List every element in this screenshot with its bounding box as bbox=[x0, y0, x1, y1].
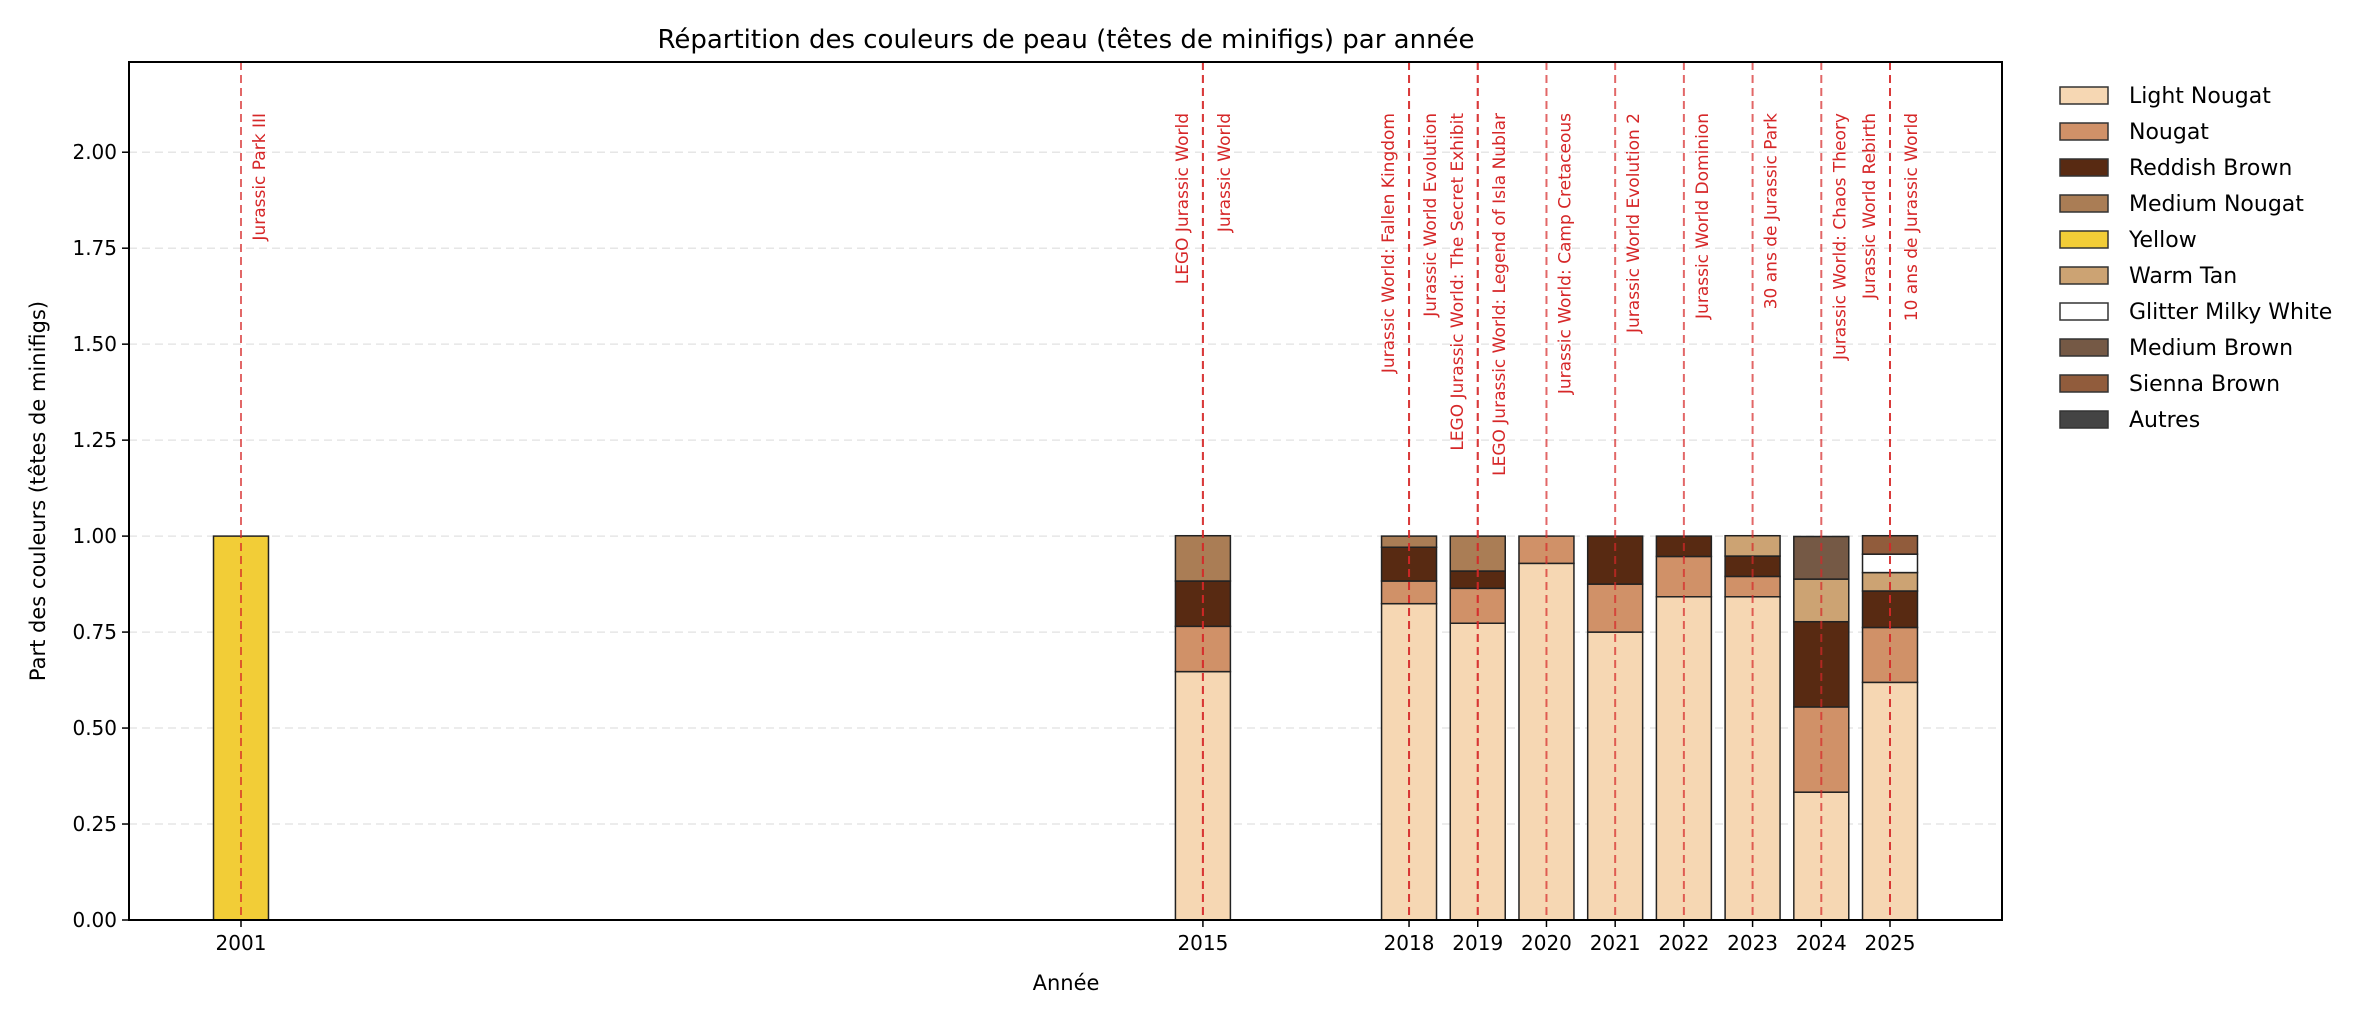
legend-label: Warm Tan bbox=[2129, 264, 2237, 289]
x-tick-label: 2019 bbox=[1452, 931, 1503, 955]
axes: 0.00 0.25 0.50 0.75 1.00 1.25 1.50 1.75 2.00 2001… bbox=[72, 61, 2003, 955]
legend-swatch bbox=[2059, 266, 2109, 285]
annotation-label: LEGO Jurassic World bbox=[1173, 113, 1193, 284]
annotation-label: Jurassic World: Fallen Kingdom bbox=[1379, 113, 1399, 374]
annotation-label: Jurassic World: Chaos Theory bbox=[1830, 113, 1850, 361]
legend-label: Nougat bbox=[2129, 120, 2209, 145]
x-tick-label: 2022 bbox=[1658, 931, 1709, 955]
annotation-label: Jurassic World Evolution 2 bbox=[1624, 113, 1644, 334]
plot-frame bbox=[128, 61, 2003, 921]
grid bbox=[129, 151, 2002, 921]
legend-swatch bbox=[2059, 338, 2109, 357]
legend-swatch bbox=[2059, 302, 2109, 321]
y-tick-label: 1.00 bbox=[72, 524, 117, 548]
legend: Light Nougat Nougat Reddish Brown Medium No… bbox=[2059, 84, 2332, 433]
legend-swatch bbox=[2059, 86, 2109, 105]
legend-swatch bbox=[2059, 230, 2109, 249]
legend-swatch bbox=[2059, 410, 2109, 429]
bar-segment bbox=[1380, 602, 1438, 921]
x-tick-label: 2020 bbox=[1521, 931, 1572, 955]
legend-label: Yellow bbox=[2128, 228, 2197, 253]
annotation-label: 10 ans de Jurassic World bbox=[1902, 113, 1922, 321]
annotation-label: Jurassic World Rebirth bbox=[1860, 113, 1880, 300]
x-tick-label: 2025 bbox=[1865, 931, 1916, 955]
y-axis-label: Part des couleurs (têtes de minifigs) bbox=[26, 301, 50, 681]
y-tick-label: 1.25 bbox=[72, 428, 117, 452]
y-tick-label: 0.50 bbox=[72, 716, 117, 740]
bar-segment bbox=[1449, 587, 1506, 625]
annotation-label: LEGO Jurassic World: Legend of Isla Nubl… bbox=[1490, 113, 1510, 476]
annotation-label: Jurassic World: Camp Cretaceous bbox=[1555, 113, 1575, 395]
legend-label: Medium Brown bbox=[2129, 336, 2293, 361]
legend-swatch bbox=[2059, 194, 2109, 213]
annotation-label: Jurassic Park III bbox=[250, 113, 270, 242]
legend-label: Autres bbox=[2129, 408, 2200, 433]
legend-swatch bbox=[2059, 374, 2109, 393]
y-tick-label: 2.00 bbox=[72, 140, 117, 164]
y-tick-label: 1.50 bbox=[72, 332, 117, 356]
legend-label: Sienna Brown bbox=[2129, 372, 2280, 397]
annotation-label: 30 ans de Jurassic Park bbox=[1762, 113, 1782, 309]
x-tick-label: 2018 bbox=[1384, 931, 1435, 955]
legend-swatch bbox=[2059, 158, 2109, 177]
bar-segment bbox=[1449, 535, 1506, 572]
y-tick-label: 0.75 bbox=[72, 620, 117, 644]
x-tick-label: 2015 bbox=[1177, 931, 1228, 955]
x-tick-label: 2001 bbox=[216, 931, 267, 955]
legend-swatch bbox=[2059, 122, 2109, 141]
x-axis-label: Année bbox=[1033, 971, 1100, 995]
x-tick-label: 2023 bbox=[1727, 931, 1778, 955]
legend-label: Glitter Milky White bbox=[2129, 300, 2332, 325]
annotations: Jurassic Park III LEGO Jurassic World Jura… bbox=[239, 62, 1922, 920]
legend-label: Reddish Brown bbox=[2129, 156, 2292, 181]
x-tick-label: 2021 bbox=[1590, 931, 1641, 955]
annotation-label: LEGO Jurassic World: The Secret Exhibit bbox=[1448, 113, 1468, 451]
annotation-label: Jurassic World bbox=[1215, 113, 1235, 233]
annotation-label: Jurassic World Dominion bbox=[1693, 113, 1713, 320]
y-tick-label: 0.25 bbox=[72, 812, 117, 836]
x-tick-label: 2024 bbox=[1796, 931, 1847, 955]
legend-label: Light Nougat bbox=[2129, 84, 2271, 109]
chart-title: Répartition des couleurs de peau (têtes … bbox=[657, 25, 1474, 55]
annotation-label: Jurassic World Evolution bbox=[1421, 113, 1441, 318]
legend-label: Medium Nougat bbox=[2129, 192, 2304, 217]
y-tick-label: 1.75 bbox=[72, 236, 117, 260]
y-tick-label: 0.00 bbox=[72, 908, 117, 932]
